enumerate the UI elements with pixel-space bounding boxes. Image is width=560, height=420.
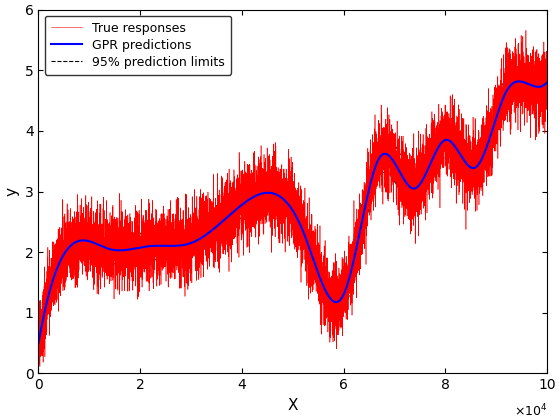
GPR predictions [516,79,522,84]
95% prediction limits [56,247,63,252]
GPR predictions [66,245,72,250]
GPR predictions [56,260,63,265]
True responses [56,270,63,275]
95% prediction limits [38,316,44,321]
True responses [284,203,291,208]
GPR predictions [544,80,550,85]
True responses [517,91,524,96]
True responses [66,236,72,241]
95% prediction limits [517,64,524,69]
Legend: True responses, GPR predictions, 95% prediction limits: True responses, GPR predictions, 95% pre… [45,16,231,75]
True responses [35,346,42,352]
95% prediction limits [284,187,291,192]
GPR predictions [38,328,44,333]
GPR predictions [517,79,524,84]
Line: True responses: True responses [39,30,547,366]
Text: $\times10^4$: $\times10^4$ [514,402,547,419]
True responses [522,28,529,33]
True responses [544,99,550,104]
95% prediction limits [544,65,550,70]
True responses [36,364,43,369]
GPR predictions [135,245,142,250]
GPR predictions [35,341,42,346]
GPR predictions [284,200,291,205]
95% prediction limits [135,232,142,237]
True responses [38,325,44,330]
Line: 95% prediction limits: 95% prediction limits [39,67,547,331]
X-axis label: X: X [287,398,298,413]
True responses [135,242,142,247]
95% prediction limits [516,64,522,69]
95% prediction limits [66,232,72,237]
Y-axis label: y: y [4,187,19,196]
95% prediction limits [35,328,42,333]
Line: GPR predictions: GPR predictions [39,81,547,343]
